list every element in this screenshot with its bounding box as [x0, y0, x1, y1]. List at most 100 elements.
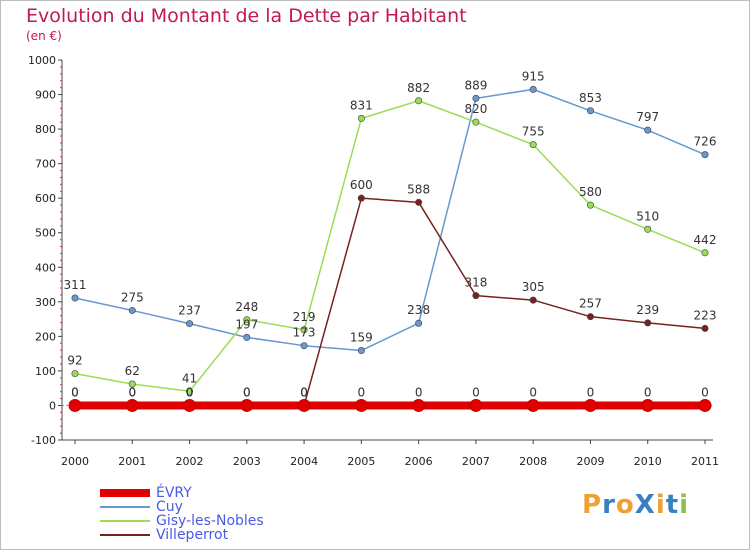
- data-point: [415, 319, 423, 327]
- data-label: 853: [579, 91, 602, 105]
- data-label: 600: [350, 178, 373, 192]
- y-tick-label: 400: [35, 261, 56, 274]
- data-point: [357, 114, 365, 122]
- data-point: [300, 326, 308, 334]
- data-point: [701, 151, 709, 159]
- logo-letter: i: [679, 490, 690, 520]
- data-point: [644, 225, 652, 233]
- y-tick-label: 1000: [28, 54, 56, 67]
- data-label: 173: [293, 326, 316, 340]
- series-lines: [74, 88, 706, 410]
- legend-label: Cuy: [156, 499, 183, 515]
- data-point: [644, 319, 652, 327]
- y-tick-label: 900: [35, 89, 56, 102]
- x-tick-label: 2006: [405, 455, 433, 468]
- chart-title: Evolution du Montant de la Dette par Hab…: [26, 5, 467, 27]
- data-label: 0: [71, 385, 79, 399]
- data-label: 238: [407, 303, 430, 317]
- data-point: [68, 398, 82, 412]
- data-point: [586, 201, 594, 209]
- legend-item-cuy: Cuy: [100, 500, 264, 514]
- data-label: 248: [235, 300, 258, 314]
- data-label: 442: [694, 233, 717, 247]
- logo-letter: r: [602, 490, 616, 520]
- data-label: 311: [64, 278, 87, 292]
- data-point: [240, 398, 254, 412]
- data-point: [415, 97, 423, 105]
- data-label: 0: [529, 385, 537, 399]
- axes: -100010020030040050060070080090010002000…: [28, 54, 719, 468]
- x-tick-label: 2008: [519, 455, 547, 468]
- data-label: 239: [636, 303, 659, 317]
- data-label: 0: [243, 385, 251, 399]
- data-label: 915: [522, 69, 545, 83]
- data-label: 62: [125, 364, 140, 378]
- data-point: [186, 320, 194, 328]
- data-label: 223: [694, 308, 717, 322]
- legend-swatch: [100, 520, 150, 522]
- logo-letter: X: [634, 490, 656, 520]
- data-point: [300, 342, 308, 350]
- logo-letter: o: [615, 490, 635, 520]
- x-tick-label: 2001: [118, 455, 146, 468]
- data-label: 0: [701, 385, 709, 399]
- data-point: [529, 296, 537, 304]
- data-point: [586, 313, 594, 321]
- legend-item-gisy-les-nobles: Gisy-les-Nobles: [100, 514, 264, 528]
- data-point: [641, 398, 655, 412]
- legend-item-villeperrot: Villeperrot: [100, 528, 264, 542]
- data-point: [412, 398, 426, 412]
- data-point: [71, 370, 79, 378]
- x-tick-label: 2005: [347, 455, 375, 468]
- data-point: [71, 294, 79, 302]
- data-label: 0: [300, 385, 308, 399]
- data-point: [243, 333, 251, 341]
- y-tick-label: 100: [35, 365, 56, 378]
- data-label: 0: [415, 385, 423, 399]
- data-label: 92: [67, 354, 82, 368]
- data-label: 0: [644, 385, 652, 399]
- y-tick-label: 0: [49, 399, 56, 412]
- data-point: [354, 398, 368, 412]
- series-points: [68, 85, 712, 412]
- data-point: [529, 141, 537, 149]
- data-point: [469, 398, 483, 412]
- data-label: 318: [464, 276, 487, 290]
- data-label: 0: [587, 385, 595, 399]
- series-line-2: [74, 100, 706, 393]
- y-tick-label: 800: [35, 123, 56, 136]
- data-label: 197: [235, 317, 258, 331]
- data-point: [698, 398, 712, 412]
- data-point: [701, 324, 709, 332]
- data-label: 726: [694, 135, 717, 149]
- legend-item-evry: ÉVRY: [100, 486, 264, 500]
- legend-swatch: [100, 506, 150, 508]
- y-tick-label: 300: [35, 296, 56, 309]
- logo-letter: i: [655, 490, 666, 520]
- series-line-3: [75, 197, 706, 407]
- data-label: 0: [128, 385, 136, 399]
- data-labels: 311 275 237 197 173 159 238 889 915 853 797 726 92 62…: [64, 69, 717, 399]
- data-point: [472, 94, 480, 102]
- y-tick-label: 200: [35, 330, 56, 343]
- data-label: 219: [293, 310, 316, 324]
- data-point: [297, 398, 311, 412]
- legend-swatch: [100, 489, 150, 497]
- data-point: [186, 387, 194, 395]
- legend: ÉVRY Cuy Gisy-les-Nobles Villeperrot: [100, 486, 264, 542]
- data-label: 0: [186, 385, 194, 399]
- data-label: 305: [522, 280, 545, 294]
- data-point: [472, 118, 480, 126]
- data-point: [128, 380, 136, 388]
- y-tick-label: 500: [35, 227, 56, 240]
- x-tick-label: 2002: [176, 455, 204, 468]
- x-tick-label: 2007: [462, 455, 490, 468]
- data-label: 889: [464, 78, 487, 92]
- y-tick-label: -100: [31, 434, 56, 447]
- data-label: 41: [182, 371, 197, 385]
- data-label: 0: [243, 385, 251, 399]
- proxiti-logo: ProXiti: [582, 490, 689, 520]
- data-point: [583, 398, 597, 412]
